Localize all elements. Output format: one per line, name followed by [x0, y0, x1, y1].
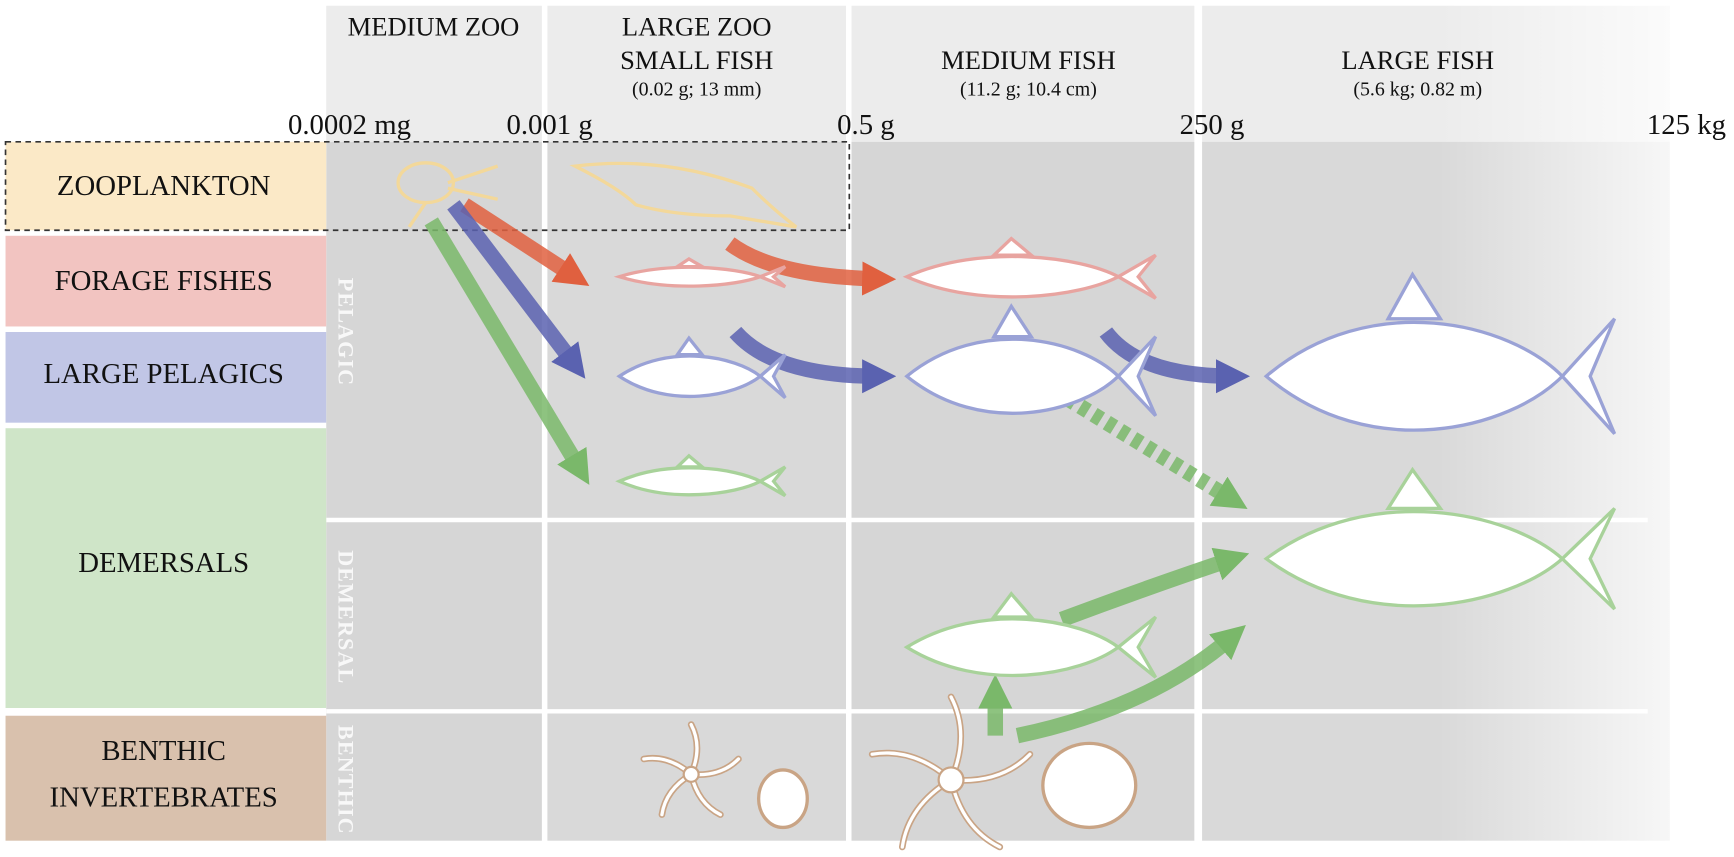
group-box	[5, 235, 327, 327]
fin	[1385, 466, 1444, 511]
fish	[615, 465, 787, 498]
habitat-label: BENTHIC	[333, 725, 358, 835]
size-label: 0.5 g	[837, 109, 894, 141]
column-note: (5.6 kg; 0.82 m)	[1353, 78, 1482, 100]
group-label: ZOOPLANKTON	[57, 170, 271, 202]
fish	[616, 353, 787, 400]
size-label: 0.0002 mg	[288, 109, 411, 141]
header-bg	[326, 5, 542, 142]
column-note: (0.02 g; 13 mm)	[632, 78, 761, 100]
group-label: FORAGE FISHES	[55, 265, 273, 297]
column-title: MEDIUM ZOO	[348, 12, 520, 42]
zooplankton-outline	[4, 140, 851, 232]
group-label: LARGE PELAGICS	[43, 358, 283, 390]
column-title: MEDIUM FISH	[941, 45, 1116, 75]
column-title: LARGE FISH	[1341, 45, 1494, 75]
fish	[1263, 507, 1617, 611]
shrimp	[569, 161, 798, 229]
flow-arrow	[1099, 327, 1251, 394]
column-note: (11.2 g; 10.4 cm)	[960, 78, 1097, 100]
flow-arrow	[729, 326, 897, 394]
flow-arrow	[1063, 391, 1248, 509]
header-bg	[547, 5, 846, 142]
brittle-star	[937, 766, 965, 794]
clam	[1041, 741, 1138, 830]
flow-arrow	[460, 198, 590, 286]
copepod	[407, 164, 499, 228]
fin	[991, 303, 1035, 339]
brittle-star	[642, 722, 741, 817]
fish	[903, 615, 1158, 679]
header-bg	[851, 5, 1195, 142]
flow-arrow	[725, 237, 897, 296]
group-box	[5, 428, 327, 708]
group-label: INVERTEBRATES	[50, 781, 278, 813]
size-label: 0.001 g	[506, 109, 592, 141]
brittle-star	[682, 765, 700, 783]
group-box	[5, 715, 327, 841]
column-title: LARGE ZOO	[622, 12, 772, 42]
group-box	[5, 141, 327, 231]
fin	[990, 591, 1035, 619]
fish	[613, 265, 787, 289]
clam	[756, 768, 809, 830]
group-box	[5, 332, 327, 423]
group-label: DEMERSALS	[78, 547, 249, 579]
group-label: BENTHIC	[101, 735, 226, 767]
flow-arrow	[447, 200, 586, 379]
flow-arrow	[424, 217, 590, 485]
column-title: SMALL FISH	[620, 45, 773, 75]
flow-arrow	[1015, 624, 1246, 744]
fish	[904, 335, 1158, 417]
flow-arrow	[1058, 547, 1250, 627]
habitat-label: PELAGIC	[333, 278, 358, 386]
brittle-star	[870, 695, 1032, 849]
column-bg	[326, 141, 542, 841]
columns-bg	[326, 0, 1734, 852]
size-label: 250 g	[1180, 109, 1245, 141]
size-label: 125 kg	[1647, 109, 1726, 141]
fin	[1385, 271, 1444, 321]
fish	[1263, 317, 1617, 435]
fish	[902, 253, 1157, 300]
illustrations	[396, 161, 1617, 851]
habitat-label: DEMERSAL	[333, 550, 358, 684]
